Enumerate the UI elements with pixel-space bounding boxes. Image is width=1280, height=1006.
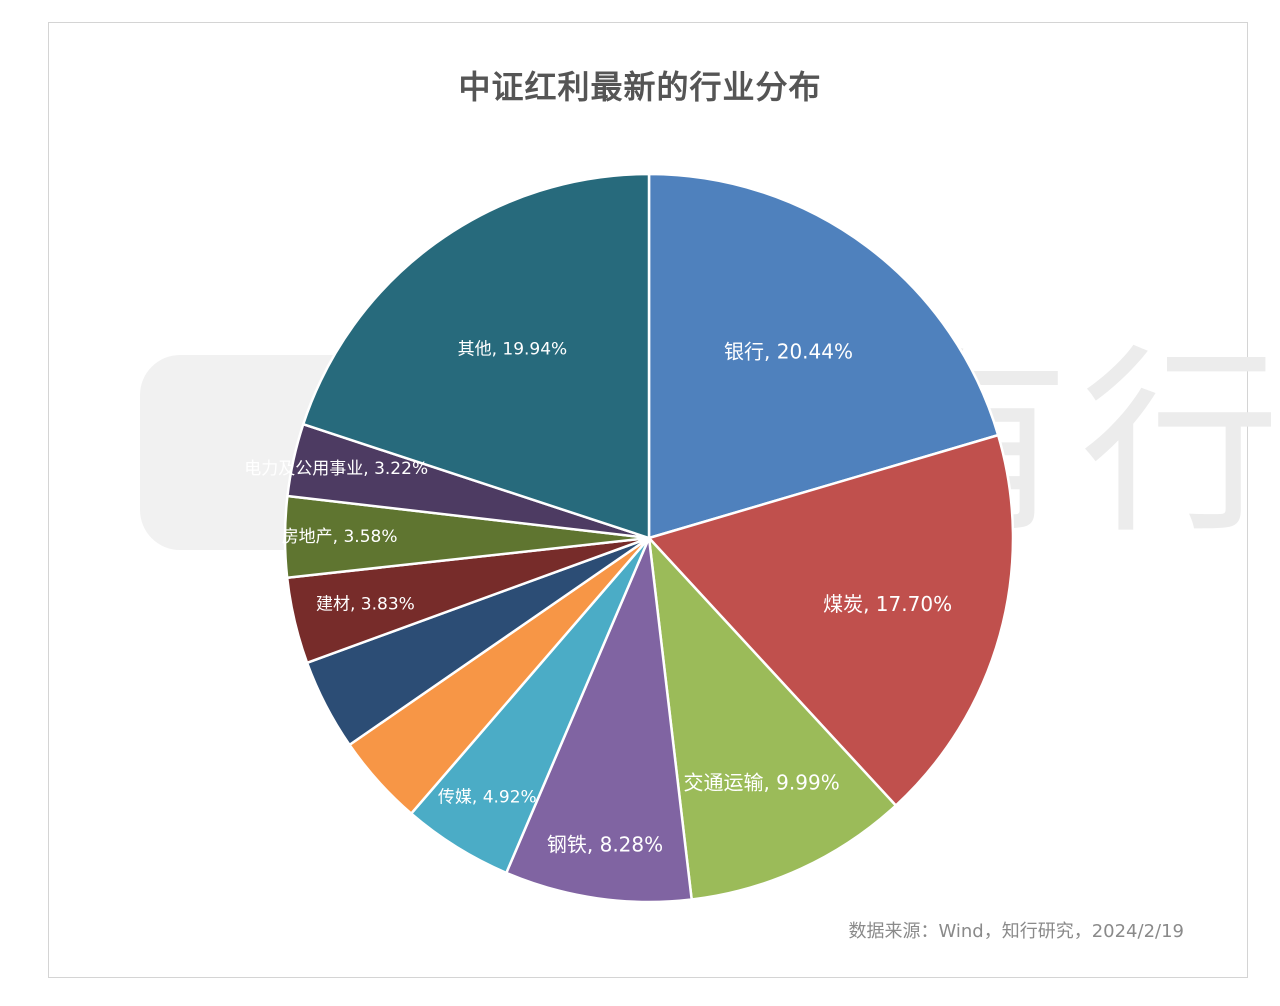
chart-title: 中证红利最新的行业分布 <box>458 68 822 106</box>
slice-label-2: 交通运输, 9.99% <box>683 771 839 795</box>
pie-slice-3 <box>505 536 693 904</box>
slice-label-9: 电力及公用事业, 3.22% <box>244 459 428 479</box>
pie-slice-1 <box>647 433 1015 807</box>
slice-label-0: 银行, 20.44% <box>724 339 853 363</box>
slice-label-8: 房地产, 3.58% <box>282 527 398 547</box>
pie-slice-10 <box>301 172 651 540</box>
slice-label-1: 煤炭, 17.70% <box>823 592 952 616</box>
pie-slice-2 <box>647 536 898 901</box>
slice-label-4: 传媒, 4.92% <box>438 788 537 808</box>
slice-label-7: 建材, 3.83% <box>316 594 415 614</box>
slice-label-10: 其他, 19.94% <box>458 339 568 359</box>
pie-slice-0 <box>647 172 1000 540</box>
slice-label-3: 钢铁, 8.28% <box>547 832 663 856</box>
source-note: 数据来源：Wind，知行研究，2024/2/19 <box>848 921 1184 942</box>
